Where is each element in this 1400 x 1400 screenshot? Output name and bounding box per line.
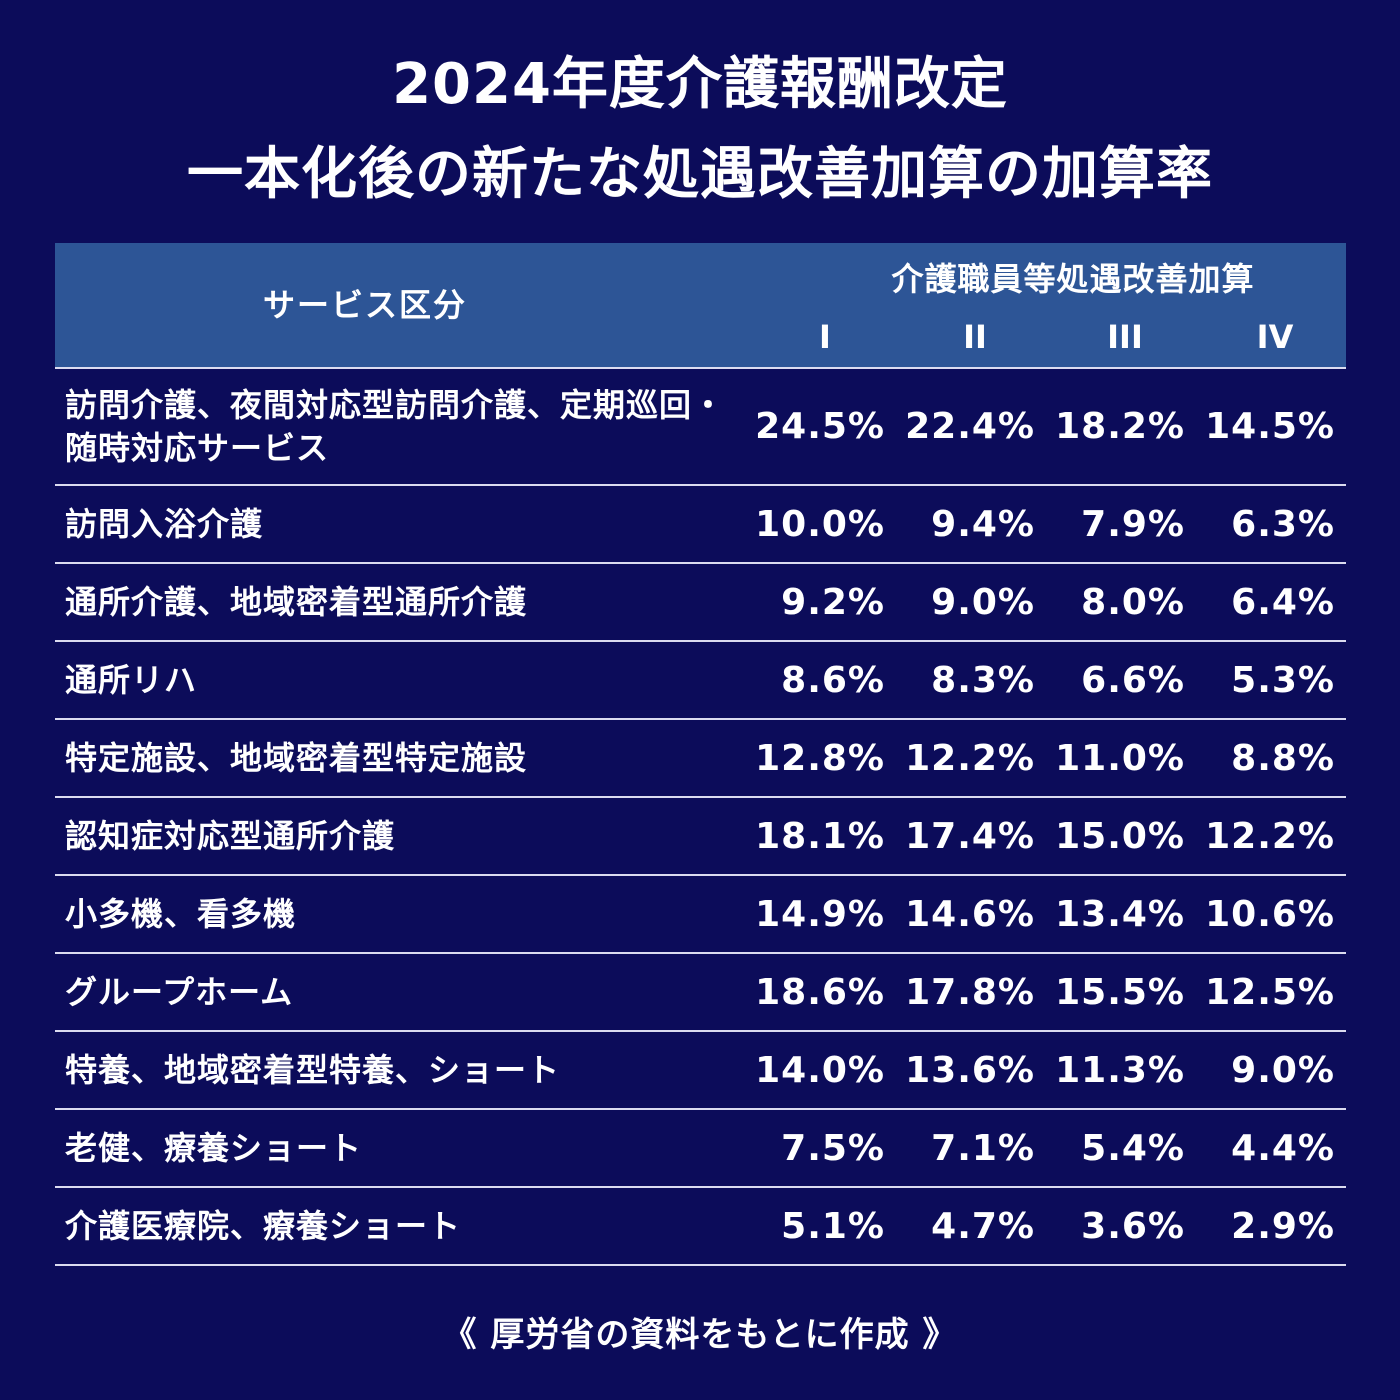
rate-cell: 12.8% — [755, 737, 885, 779]
rate-cell: 4.4% — [1231, 1127, 1335, 1169]
service-name: 通所リハ — [65, 660, 198, 699]
rate-cell: 7.9% — [1081, 503, 1185, 545]
rate-cell: 9.4% — [931, 503, 1035, 545]
rate-cell: 17.8% — [905, 971, 1035, 1013]
table-row: 通所介護、地域密着型通所介護 9.2% 9.0% 8.0% 6.4% — [55, 564, 1346, 642]
header-level-2: II — [963, 318, 987, 356]
rate-cell: 5.1% — [781, 1205, 885, 1247]
header-level-4: IV — [1256, 318, 1294, 356]
rate-cell: 12.2% — [905, 737, 1035, 779]
rate-cell: 13.6% — [905, 1049, 1035, 1091]
rate-cell: 24.5% — [755, 406, 885, 447]
rate-cell: 5.3% — [1231, 659, 1335, 701]
rate-cell: 9.0% — [1231, 1049, 1335, 1091]
rate-cell: 14.5% — [1205, 406, 1335, 447]
header-level-1: I — [819, 318, 831, 356]
service-name: 特定施設、地域密着型特定施設 — [65, 738, 528, 777]
rate-cell: 18.1% — [755, 815, 885, 857]
rate-cell: 18.2% — [1055, 406, 1185, 447]
service-name: 小多機、看多機 — [65, 894, 297, 933]
rate-cell: 7.1% — [931, 1127, 1035, 1169]
service-name: 特養、地域密着型特養、ショート — [65, 1050, 561, 1089]
service-name: 老健、療養ショート — [65, 1128, 363, 1167]
table-row: 小多機、看多機 14.9% 14.6% 13.4% 10.6% — [55, 876, 1346, 954]
rate-cell: 18.6% — [755, 971, 885, 1013]
table-row: 訪問入浴介護 10.0% 9.4% 7.9% 6.3% — [55, 486, 1346, 564]
rate-cell: 8.0% — [1081, 581, 1185, 623]
table-row: 特定施設、地域密着型特定施設 12.8% 12.2% 11.0% 8.8% — [55, 720, 1346, 798]
rate-cell: 5.4% — [1081, 1127, 1185, 1169]
rate-table: サービス区分 介護職員等処遇改善加算 I II III IV 訪問介護、夜間対応… — [55, 243, 1346, 1266]
table-row: 特養、地域密着型特養、ショート 14.0% 13.6% 11.3% 9.0% — [55, 1032, 1346, 1110]
service-name: 介護医療院、療養ショート — [65, 1206, 462, 1245]
rate-cell: 6.3% — [1231, 503, 1335, 545]
rate-cell: 14.6% — [905, 893, 1035, 935]
rate-cell: 8.6% — [781, 659, 885, 701]
rate-cell: 12.2% — [1205, 815, 1335, 857]
header-service: サービス区分 — [262, 286, 467, 324]
source-note: 《 厚労省の資料をもとに作成 》 — [442, 1315, 958, 1355]
rate-cell: 6.4% — [1231, 581, 1335, 623]
header-level-3: III — [1107, 318, 1143, 356]
header-group: 介護職員等処遇改善加算 — [891, 260, 1255, 298]
rate-cell: 13.4% — [1055, 893, 1185, 935]
rate-cell: 8.3% — [931, 659, 1035, 701]
service-name: グループホーム — [65, 972, 294, 1011]
page-subtitle: 一本化後の新たな処遇改善加算の加算率 — [187, 142, 1213, 207]
rate-cell: 10.0% — [755, 503, 885, 545]
table-header: サービス区分 介護職員等処遇改善加算 I II III IV — [55, 243, 1346, 367]
rate-cell: 2.9% — [1231, 1205, 1335, 1247]
table-body: 訪問介護、夜間対応型訪問介護、定期巡回・随時対応サービス 24.5% 22.4%… — [55, 367, 1346, 1266]
service-name: 認知症対応型通所介護 — [65, 816, 396, 855]
table-row: 老健、療養ショート 7.5% 7.1% 5.4% 4.4% — [55, 1110, 1346, 1188]
rate-cell: 4.7% — [931, 1205, 1035, 1247]
service-name: 通所介護、地域密着型通所介護 — [65, 582, 528, 621]
rate-cell: 15.5% — [1055, 971, 1185, 1013]
service-name: 訪問入浴介護 — [65, 504, 264, 543]
rate-cell: 11.3% — [1055, 1049, 1185, 1091]
table-row: グループホーム 18.6% 17.8% 15.5% 12.5% — [55, 954, 1346, 1032]
service-name: 訪問介護、夜間対応型訪問介護、定期巡回・随時対応サービス — [65, 385, 726, 467]
rate-cell: 17.4% — [905, 815, 1035, 857]
rate-cell: 12.5% — [1205, 971, 1335, 1013]
rate-cell: 8.8% — [1231, 737, 1335, 779]
page-title: 2024年度介護報酬改定 — [392, 52, 1008, 117]
rate-cell: 3.6% — [1081, 1205, 1185, 1247]
table-row: 認知症対応型通所介護 18.1% 17.4% 15.0% 12.2% — [55, 798, 1346, 876]
table-row: 介護医療院、療養ショート 5.1% 4.7% 3.6% 2.9% — [55, 1188, 1346, 1266]
rate-cell: 11.0% — [1055, 737, 1185, 779]
table-row: 訪問介護、夜間対応型訪問介護、定期巡回・随時対応サービス 24.5% 22.4%… — [55, 369, 1346, 486]
table-row: 通所リハ 8.6% 8.3% 6.6% 5.3% — [55, 642, 1346, 720]
rate-cell: 9.0% — [931, 581, 1035, 623]
rate-cell: 14.0% — [755, 1049, 885, 1091]
rate-cell: 7.5% — [781, 1127, 885, 1169]
rate-cell: 14.9% — [755, 893, 885, 935]
rate-cell: 10.6% — [1205, 893, 1335, 935]
rate-cell: 6.6% — [1081, 659, 1185, 701]
rate-cell: 15.0% — [1055, 815, 1185, 857]
rate-cell: 22.4% — [905, 406, 1035, 447]
rate-cell: 9.2% — [781, 581, 885, 623]
